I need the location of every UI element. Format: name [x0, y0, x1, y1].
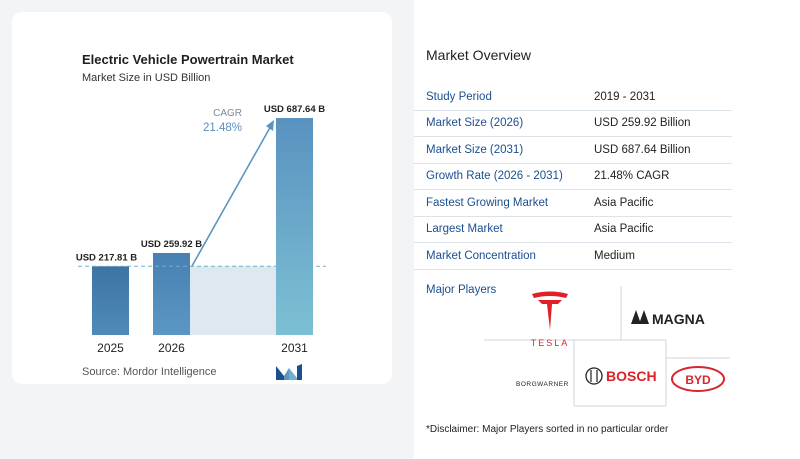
borgwarner-logo-text: BORGWARNER: [516, 381, 569, 388]
overview-row-key: Market Size (2031): [426, 143, 524, 156]
cagr-value: 21.48%: [203, 122, 242, 134]
bosch-logo-text: BOSCH: [606, 368, 657, 384]
chart-title: Electric Vehicle Powertrain Market: [82, 52, 294, 67]
bar-2031: [276, 118, 313, 335]
overview-row: Market Size (2031) USD 687.64 Billion: [414, 137, 732, 164]
overview-row-value: 21.48% CAGR: [594, 170, 670, 183]
players-logo-grid: TESLA MAGNA BORGWARNER BOSCH BYD: [484, 286, 730, 407]
disclaimer: *Disclaimer: Major Players sorted in no …: [426, 424, 669, 435]
cagr-label: CAGR: [213, 108, 242, 119]
source-note: Source: Mordor Intelligence: [82, 366, 217, 378]
bosch-logo-icon: BOSCH: [585, 367, 657, 385]
bar-value-label: USD 217.81 B: [76, 252, 137, 263]
overview-row: Largest Market Asia Pacific: [414, 217, 732, 243]
cagr-arrowhead: [266, 120, 274, 131]
overview-row-key: Fastest Growing Market: [426, 196, 549, 209]
overview-row-key: Market Size (2026): [426, 117, 524, 130]
tesla-logo-icon: TESLA: [531, 291, 570, 348]
overview-row-value: Medium: [594, 249, 635, 262]
overview-table: Study Period 2019 - 2031 Market Size (2026…: [414, 84, 732, 270]
bar-value-label: USD 687.64 B: [264, 104, 325, 115]
bar-2026: [153, 252, 190, 335]
chart-subtitle: Market Size in USD Billion: [82, 72, 211, 84]
cagr-arrow: [191, 123, 273, 267]
x-tick-label: 2026: [158, 341, 185, 355]
overview-title: Market Overview: [426, 47, 532, 63]
bar-2025: [92, 266, 129, 335]
byd-logo-text: BYD: [685, 373, 711, 387]
tesla-logo-text: TESLA: [531, 338, 570, 348]
overview-row: Market Size (2026) USD 259.92 Billion: [414, 111, 732, 137]
overview-row-value: Asia Pacific: [594, 223, 654, 236]
overview-row: Fastest Growing Market Asia Pacific: [414, 190, 732, 217]
overview-row-value: USD 259.92 Billion: [594, 117, 691, 130]
overview-row-key: Largest Market: [426, 223, 503, 236]
growth-shade: [190, 266, 276, 335]
overview-row: Growth Rate (2026 - 2031) 21.48% CAGR: [414, 164, 732, 190]
byd-logo-icon: BYD: [671, 366, 725, 392]
x-tick-label: 2031: [281, 341, 308, 355]
bar-value-label: USD 259.92 B: [141, 239, 202, 250]
overview-row-value: Asia Pacific: [594, 196, 654, 209]
x-tick-label: 2025: [97, 341, 124, 355]
mordor-logo-icon: [276, 364, 302, 380]
overview-row-key: Growth Rate (2026 - 2031): [426, 170, 563, 183]
bar-chart: USD 217.81 B USD 259.92 B USD 687.64 B 2025…: [76, 104, 326, 355]
overview-row-value: USD 687.64 Billion: [594, 143, 691, 156]
magna-logo-text: MAGNA: [652, 311, 705, 327]
overview-row-key: Study Period: [426, 90, 492, 103]
overview-row-value: 2019 - 2031: [594, 90, 656, 103]
major-players-label: Major Players: [426, 284, 497, 296]
overview-row-key: Market Concentration: [426, 249, 536, 262]
overview-row: Study Period 2019 - 2031: [414, 84, 732, 111]
overview-row: Market Concentration Medium: [414, 243, 732, 270]
market-overview-panel: Market Overview Study Period 2019 - 2031 M…: [414, 0, 800, 459]
magna-logo-icon: MAGNA: [631, 310, 705, 327]
